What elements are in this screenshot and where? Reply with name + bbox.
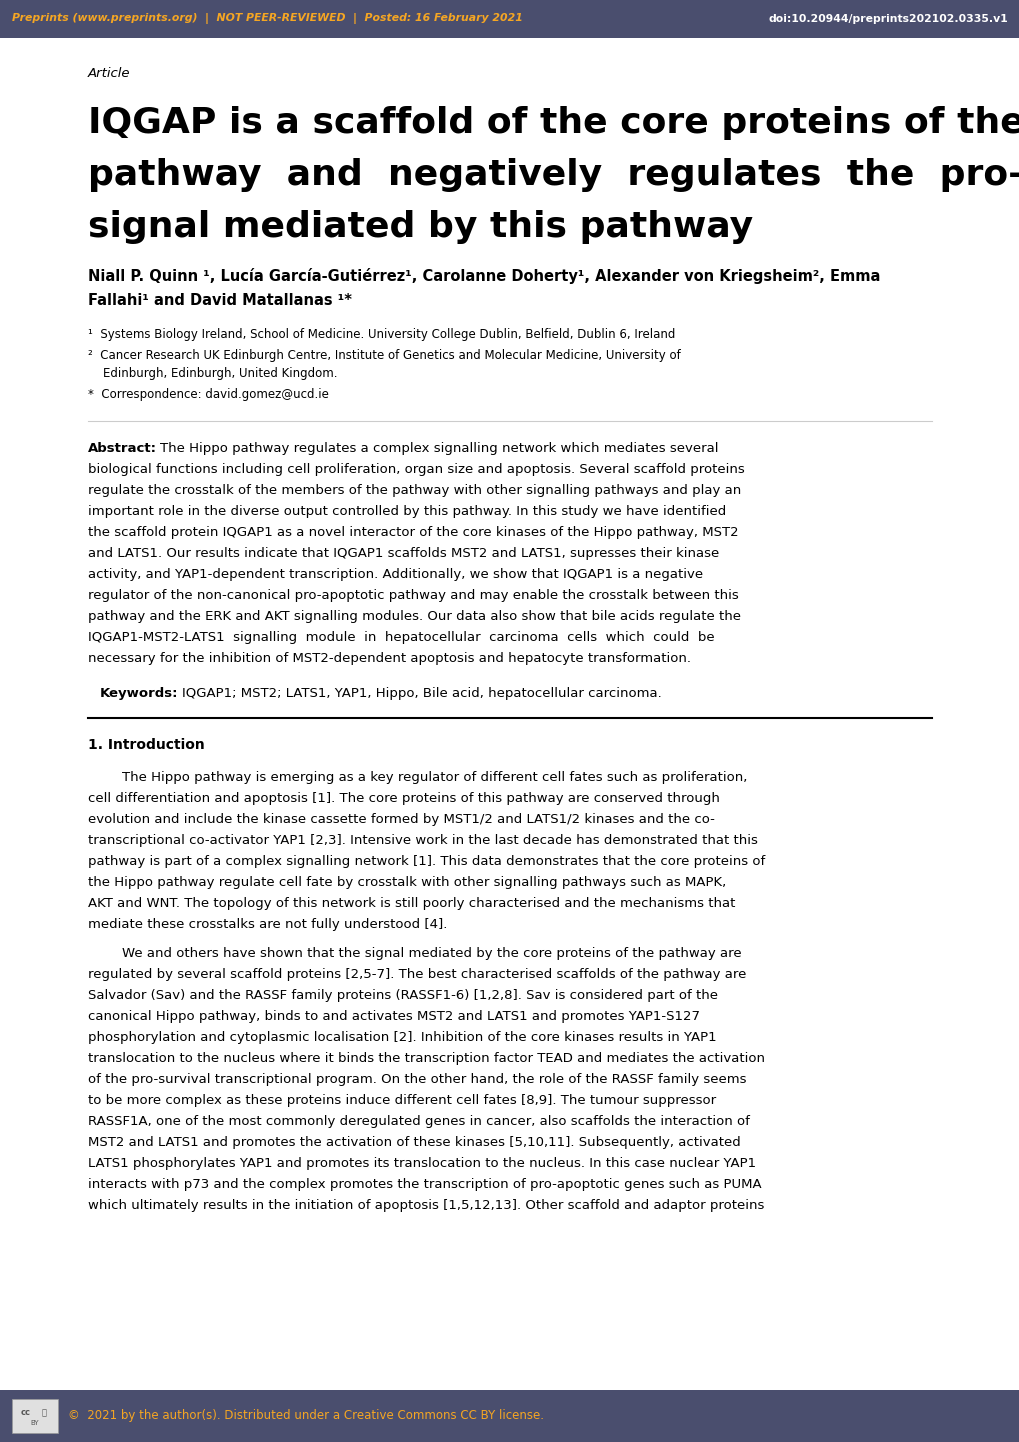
Text: which ultimately results in the initiation of apoptosis [1,5,12,13]. Other scaff: which ultimately results in the initiati…	[88, 1198, 763, 1211]
Text: signal mediated by this pathway: signal mediated by this pathway	[88, 211, 752, 244]
Text: translocation to the nucleus where it binds the transcription factor TEAD and me: translocation to the nucleus where it bi…	[88, 1053, 764, 1066]
Text: ⓘ: ⓘ	[42, 1407, 47, 1417]
Text: IQGAP1; MST2; LATS1, YAP1, Hippo, Bile acid, hepatocellular carcinoma.: IQGAP1; MST2; LATS1, YAP1, Hippo, Bile a…	[181, 686, 661, 699]
Text: cc: cc	[20, 1407, 31, 1417]
Text: ¹  Systems Biology Ireland, School of Medicine. University College Dublin, Belfi: ¹ Systems Biology Ireland, School of Med…	[88, 327, 675, 340]
Text: necessary for the inhibition of MST2-dependent apoptosis and hepatocyte transfor: necessary for the inhibition of MST2-dep…	[88, 652, 690, 665]
Text: Niall P. Quinn ¹, Lucía García-Gutiérrez¹, Carolanne Doherty¹, Alexander von Kri: Niall P. Quinn ¹, Lucía García-Gutiérrez…	[88, 268, 879, 284]
Text: the Hippo pathway regulate cell fate by crosstalk with other signalling pathways: the Hippo pathway regulate cell fate by …	[88, 875, 726, 890]
Text: Salvador (Sav) and the RASSF family proteins (RASSF1-6) [1,2,8]. Sav is consider: Salvador (Sav) and the RASSF family prot…	[88, 989, 717, 1002]
Text: Preprints (www.preprints.org)  |  NOT PEER-REVIEWED  |  Posted: 16 February 2021: Preprints (www.preprints.org) | NOT PEER…	[12, 13, 523, 25]
Text: We and others have shown that the signal mediated by the core proteins of the pa: We and others have shown that the signal…	[122, 947, 741, 960]
Text: BY: BY	[31, 1420, 40, 1426]
Text: pathway  and  negatively  regulates  the  pro-apoptotic: pathway and negatively regulates the pro…	[88, 159, 1019, 192]
Text: phosphorylation and cytoplasmic localisation [2]. Inhibition of the core kinases: phosphorylation and cytoplasmic localisa…	[88, 1031, 716, 1044]
Text: 1. Introduction: 1. Introduction	[88, 738, 205, 751]
Text: Edinburgh, Edinburgh, United Kingdom.: Edinburgh, Edinburgh, United Kingdom.	[88, 368, 337, 381]
Text: important role in the diverse output controlled by this pathway. In this study w: important role in the diverse output con…	[88, 505, 726, 518]
Text: ²  Cancer Research UK Edinburgh Centre, Institute of Genetics and Molecular Medi: ² Cancer Research UK Edinburgh Centre, I…	[88, 349, 680, 362]
Text: interacts with p73 and the complex promotes the transcription of pro-apoptotic g: interacts with p73 and the complex promo…	[88, 1178, 761, 1191]
Bar	[0, 0, 1019, 37]
Text: RASSF1A, one of the most commonly deregulated genes in cancer, also scaffolds th: RASSF1A, one of the most commonly deregu…	[88, 1115, 749, 1128]
Bar	[0, 1390, 1019, 1442]
Text: pathway and the ERK and AKT signalling modules. Our data also show that bile aci: pathway and the ERK and AKT signalling m…	[88, 610, 740, 623]
Text: transcriptional co-activator YAP1 [2,3]. Intensive work in the last decade has d: transcriptional co-activator YAP1 [2,3].…	[88, 833, 757, 846]
Text: regulator of the non-canonical pro-apoptotic pathway and may enable the crosstal: regulator of the non-canonical pro-apopt…	[88, 588, 738, 601]
Text: evolution and include the kinase cassette formed by MST1/2 and LATS1/2 kinases a: evolution and include the kinase cassett…	[88, 813, 714, 826]
Text: pathway is part of a complex signalling network [1]. This data demonstrates that: pathway is part of a complex signalling …	[88, 855, 764, 868]
Text: IQGAP is a scaffold of the core proteins of the Hippo: IQGAP is a scaffold of the core proteins…	[88, 107, 1019, 140]
Text: MST2 and LATS1 and promotes the activation of these kinases [5,10,11]. Subsequen: MST2 and LATS1 and promotes the activati…	[88, 1136, 740, 1149]
Text: Abstract:: Abstract:	[88, 443, 157, 456]
Bar	[12, 1399, 58, 1433]
Text: *  Correspondence: david.gomez@ucd.ie: * Correspondence: david.gomez@ucd.ie	[88, 388, 328, 401]
Text: to be more complex as these proteins induce different cell fates [8,9]. The tumo: to be more complex as these proteins ind…	[88, 1094, 715, 1107]
Text: IQGAP1-MST2-LATS1  signalling  module  in  hepatocellular  carcinoma  cells  whi: IQGAP1-MST2-LATS1 signalling module in h…	[88, 632, 714, 645]
Text: Fallahi¹ and David Matallanas ¹*: Fallahi¹ and David Matallanas ¹*	[88, 293, 352, 309]
Text: Article: Article	[88, 66, 130, 79]
Text: The Hippo pathway regulates a complex signalling network which mediates several: The Hippo pathway regulates a complex si…	[160, 443, 717, 456]
Text: ©  2021 by the author(s). Distributed under a Creative Commons CC BY license.: © 2021 by the author(s). Distributed und…	[68, 1409, 543, 1422]
Text: and LATS1. Our results indicate that IQGAP1 scaffolds MST2 and LATS1, supresses : and LATS1. Our results indicate that IQG…	[88, 547, 718, 559]
Text: regulated by several scaffold proteins [2,5-7]. The best characterised scaffolds: regulated by several scaffold proteins […	[88, 968, 746, 981]
Text: canonical Hippo pathway, binds to and activates MST2 and LATS1 and promotes YAP1: canonical Hippo pathway, binds to and ac…	[88, 1009, 699, 1022]
Text: regulate the crosstalk of the members of the pathway with other signalling pathw: regulate the crosstalk of the members of…	[88, 485, 741, 497]
Text: the scaffold protein IQGAP1 as a novel interactor of the core kinases of the Hip: the scaffold protein IQGAP1 as a novel i…	[88, 526, 738, 539]
Text: Keywords:: Keywords:	[100, 686, 178, 699]
Text: AKT and WNT. The topology of this network is still poorly characterised and the : AKT and WNT. The topology of this networ…	[88, 897, 735, 910]
Text: biological functions including cell proliferation, organ size and apoptosis. Sev: biological functions including cell prol…	[88, 463, 744, 476]
Text: mediate these crosstalks are not fully understood [4].: mediate these crosstalks are not fully u…	[88, 919, 447, 932]
Text: LATS1 phosphorylates YAP1 and promotes its translocation to the nucleus. In this: LATS1 phosphorylates YAP1 and promotes i…	[88, 1156, 755, 1169]
Text: cell differentiation and apoptosis [1]. The core proteins of this pathway are co: cell differentiation and apoptosis [1]. …	[88, 792, 719, 805]
Text: of the pro-survival transcriptional program. On the other hand, the role of the : of the pro-survival transcriptional prog…	[88, 1073, 746, 1086]
Text: The Hippo pathway is emerging as a key regulator of different cell fates such as: The Hippo pathway is emerging as a key r…	[122, 771, 747, 784]
Text: doi:10.20944/preprints202102.0335.v1: doi:10.20944/preprints202102.0335.v1	[767, 14, 1007, 25]
Text: activity, and YAP1-dependent transcription. Additionally, we show that IQGAP1 is: activity, and YAP1-dependent transcripti…	[88, 568, 702, 581]
